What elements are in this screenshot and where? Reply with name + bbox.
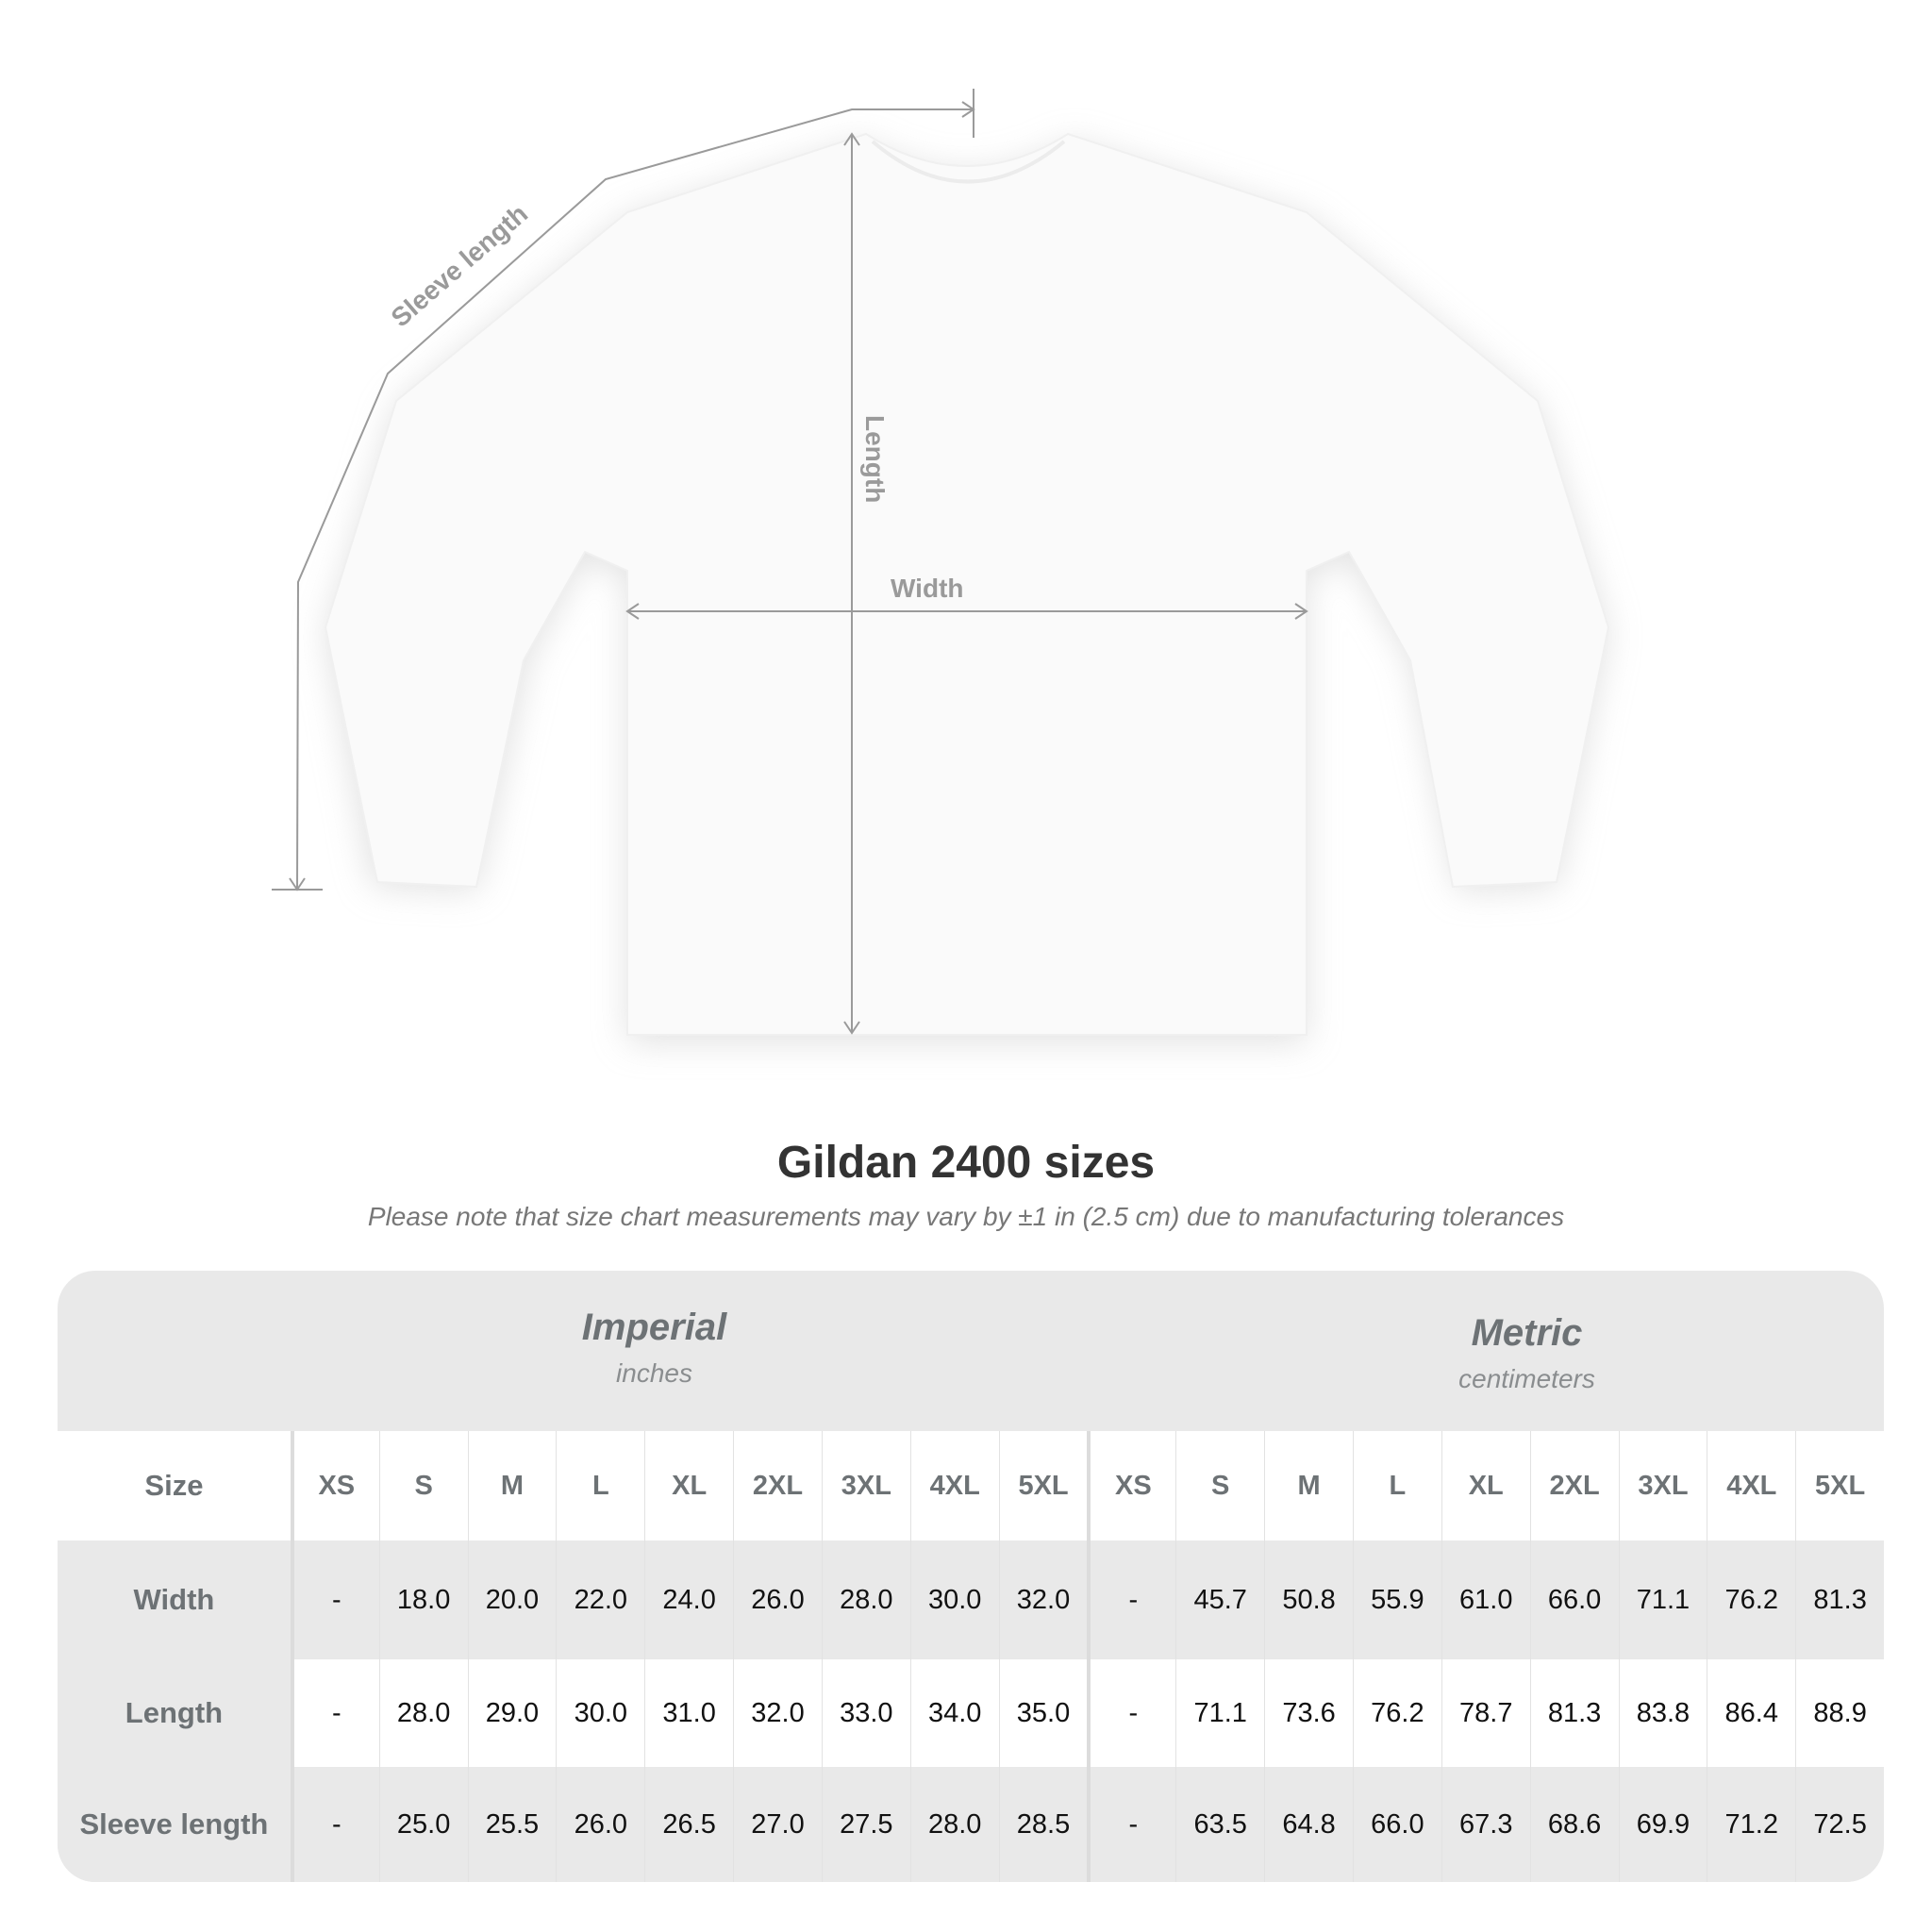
- size-header-row: Size XS S M L XL 2XL 3XL 4XL 5XL XS S M L XL 2XL 3XL 4XL 5…: [58, 1431, 1884, 1541]
- size-header-cell: XL: [644, 1431, 733, 1541]
- value-cell: -: [290, 1659, 379, 1767]
- value-cell: 29.0: [467, 1659, 557, 1767]
- value-cell: 33.0: [821, 1659, 910, 1767]
- value-cell: 45.7: [1175, 1541, 1264, 1659]
- value-cell: 26.0: [733, 1541, 822, 1659]
- value-cell: 28.0: [378, 1659, 468, 1767]
- value-cell: 28.0: [821, 1541, 910, 1659]
- value-cell: 30.0: [556, 1659, 644, 1767]
- value-cell: 66.0: [1352, 1767, 1441, 1882]
- value-cell: -: [290, 1541, 379, 1659]
- value-cell: 25.5: [467, 1767, 557, 1882]
- value-cell: 32.0: [733, 1659, 822, 1767]
- row-label: Length: [58, 1659, 291, 1767]
- shirt-collar: [871, 140, 1066, 184]
- value-cell: -: [1087, 1541, 1175, 1659]
- value-cell: 24.0: [644, 1541, 733, 1659]
- measurement-lines: [272, 89, 1308, 1035]
- size-header-cell: 5XL: [998, 1431, 1088, 1541]
- size-header-cell: 4XL: [909, 1431, 999, 1541]
- size-header-cell: 3XL: [821, 1431, 910, 1541]
- imperial-unit: inches: [616, 1358, 692, 1388]
- value-cell: -: [290, 1767, 379, 1882]
- value-cell: -: [1087, 1767, 1175, 1882]
- table-row: Width -18.0 20.0 22.0 24.0 26.0 28.0 30.0 32.0-4…: [58, 1541, 1884, 1659]
- metric-unit: centimeters: [1458, 1364, 1595, 1393]
- value-cell: 69.9: [1618, 1767, 1707, 1882]
- value-cell: 26.5: [644, 1767, 733, 1882]
- size-header-cell: 5XL: [1795, 1431, 1884, 1541]
- size-header-cell: 3XL: [1618, 1431, 1707, 1541]
- table-row: Length -28.0 29.0 30.0 31.0 32.0 33.0 34.0 35.0-…: [58, 1659, 1884, 1767]
- shirt-diagram: Sleeve length Length Width: [272, 89, 1610, 1042]
- row-label: Size: [144, 1469, 204, 1502]
- size-header-cell: L: [556, 1431, 644, 1541]
- value-cell: 81.3: [1529, 1659, 1619, 1767]
- shirt-body: [324, 132, 1610, 1036]
- size-header-cell: 2XL: [1529, 1431, 1619, 1541]
- value-cell: 63.5: [1175, 1767, 1264, 1882]
- value-cell: 27.0: [733, 1767, 822, 1882]
- imperial-header: Imperial inches: [256, 1271, 1053, 1431]
- value-cell: 50.8: [1264, 1541, 1353, 1659]
- value-cell: 34.0: [909, 1659, 999, 1767]
- size-header-cell: M: [467, 1431, 557, 1541]
- metric-header: Metric centimeters: [1128, 1276, 1884, 1437]
- value-cell: 76.2: [1352, 1659, 1441, 1767]
- length-label: Length: [860, 415, 890, 503]
- value-cell: 28.5: [998, 1767, 1088, 1882]
- row-label: Width: [58, 1541, 291, 1659]
- value-cell: 26.0: [556, 1767, 644, 1882]
- size-header-cell: S: [1175, 1431, 1264, 1541]
- value-cell: 71.2: [1707, 1767, 1795, 1882]
- value-cell: 73.6: [1264, 1659, 1353, 1767]
- value-cell: 78.7: [1441, 1659, 1530, 1767]
- table-row: Sleeve length -25.0 25.5 26.0 26.5 27.0 27.5 28…: [58, 1767, 1884, 1882]
- value-cell: 61.0: [1441, 1541, 1530, 1659]
- value-cell: 32.0: [998, 1541, 1088, 1659]
- value-cell: -: [1087, 1659, 1175, 1767]
- size-header-cell: 2XL: [733, 1431, 822, 1541]
- size-header-cell: M: [1264, 1431, 1353, 1541]
- page-title: Gildan 2400 sizes: [776, 1138, 1156, 1188]
- value-cell: 30.0: [909, 1541, 999, 1659]
- value-cell: 81.3: [1795, 1541, 1884, 1659]
- width-label: Width: [891, 574, 964, 603]
- tolerance-note: Please note that size chart measurements…: [367, 1202, 1565, 1231]
- size-header-cell: L: [1352, 1431, 1441, 1541]
- value-cell: 20.0: [467, 1541, 557, 1659]
- value-cell: 76.2: [1707, 1541, 1795, 1659]
- value-cell: 66.0: [1529, 1541, 1619, 1659]
- value-cell: 68.6: [1529, 1767, 1619, 1882]
- value-cell: 27.5: [821, 1767, 910, 1882]
- value-cell: 71.1: [1175, 1659, 1264, 1767]
- value-cell: 83.8: [1618, 1659, 1707, 1767]
- size-header-cell: XS: [290, 1431, 379, 1541]
- row-label: Sleeve length: [58, 1767, 291, 1882]
- value-cell: 31.0: [644, 1659, 733, 1767]
- value-cell: 72.5: [1795, 1767, 1884, 1882]
- value-cell: 22.0: [556, 1541, 644, 1659]
- metric-label: Metric: [1471, 1312, 1583, 1354]
- value-cell: 25.0: [378, 1767, 468, 1882]
- value-cell: 28.0: [909, 1767, 999, 1882]
- size-header-cell: 4XL: [1707, 1431, 1795, 1541]
- value-cell: 64.8: [1264, 1767, 1353, 1882]
- value-cell: 86.4: [1707, 1659, 1795, 1767]
- value-cell: 35.0: [998, 1659, 1088, 1767]
- value-cell: 71.1: [1618, 1541, 1707, 1659]
- value-cell: 88.9: [1795, 1659, 1884, 1767]
- size-header-cell: S: [378, 1431, 468, 1541]
- value-cell: 55.9: [1352, 1541, 1441, 1659]
- size-table: Imperial inches Metric centimeters Size X…: [58, 1271, 1884, 1882]
- value-cell: 67.3: [1441, 1767, 1530, 1882]
- size-header-cell: XS: [1087, 1431, 1175, 1541]
- sleeve-length-line: [296, 108, 974, 891]
- value-cell: 18.0: [378, 1541, 468, 1659]
- imperial-label: Imperial: [581, 1307, 727, 1348]
- size-header-cell: XL: [1441, 1431, 1530, 1541]
